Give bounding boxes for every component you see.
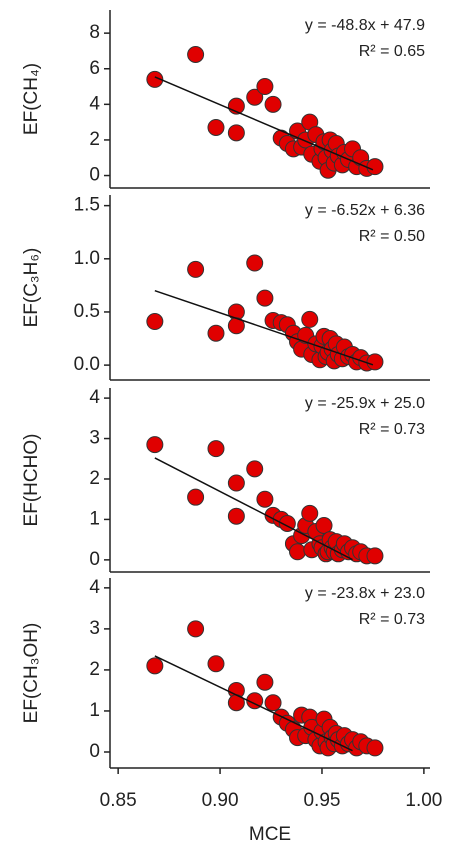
x-tick-label: 0.95	[303, 790, 340, 811]
point	[146, 313, 164, 331]
annotation: R² = 0.65	[359, 43, 425, 60]
y-tick-label: 0	[89, 741, 100, 762]
point	[146, 70, 164, 88]
y-tick-label: 3	[89, 428, 100, 449]
y-tick-label: 0	[89, 549, 100, 570]
point	[207, 118, 225, 136]
y-tick-label: 4	[89, 387, 100, 408]
point	[146, 436, 164, 454]
point	[315, 516, 333, 534]
point	[301, 310, 319, 328]
y-tick-label: 6	[89, 58, 100, 79]
annotation: y = -25.9x + 25.0	[305, 395, 425, 412]
y-tick-label: 4	[89, 577, 100, 598]
y-tick-label: 1.5	[74, 195, 100, 216]
y-tick-label: 2	[89, 129, 100, 150]
x-axis-label: MCE	[249, 824, 291, 845]
fit-line	[154, 457, 353, 561]
y-tick-label: 0	[89, 165, 100, 186]
y-tick-label: 1	[89, 700, 100, 721]
annotation: R² = 0.73	[359, 421, 425, 438]
point	[264, 694, 282, 712]
point	[207, 440, 225, 458]
point	[227, 474, 245, 492]
point	[146, 657, 164, 675]
y-tick-label: 4	[89, 93, 100, 114]
x-tick-label: 0.85	[100, 790, 137, 811]
point	[366, 547, 384, 565]
x-tick-label: 1.00	[405, 790, 442, 811]
annotation: R² = 0.50	[359, 228, 425, 245]
y-tick-label: 2	[89, 659, 100, 680]
fit-line	[154, 76, 374, 171]
point	[256, 673, 274, 691]
y-tick-label: 1.0	[74, 248, 100, 269]
fit-line	[154, 289, 374, 366]
point	[207, 655, 225, 673]
point	[264, 95, 282, 113]
y-axis-label: EF(HCHO)	[21, 434, 42, 527]
point	[187, 46, 205, 63]
point	[289, 543, 307, 561]
point	[207, 324, 225, 342]
y-axis-label: EF(CH₃OH)	[21, 623, 42, 724]
point	[187, 620, 205, 638]
point	[301, 504, 319, 522]
annotation: y = -48.8x + 47.9	[305, 17, 425, 34]
point	[187, 260, 205, 278]
y-tick-label: 0.0	[74, 354, 100, 375]
point	[246, 254, 264, 272]
point	[366, 353, 384, 371]
point	[366, 739, 384, 757]
annotation: y = -23.8x + 23.0	[305, 585, 425, 602]
y-axis-label: EF(CH₄)	[21, 63, 42, 135]
point	[246, 460, 264, 478]
point	[256, 490, 274, 508]
point	[256, 78, 274, 96]
y-tick-label: 1	[89, 508, 100, 529]
y-tick-label: 0.5	[74, 301, 100, 322]
point	[227, 124, 245, 142]
point	[227, 507, 245, 525]
y-tick-label: 8	[89, 22, 100, 43]
fit-line	[154, 655, 353, 752]
y-axis-label: EF(C₃H₆)	[21, 248, 42, 328]
y-tick-label: 2	[89, 468, 100, 489]
point	[246, 88, 264, 106]
annotation: R² = 0.73	[359, 611, 425, 628]
x-tick-label: 0.90	[202, 790, 239, 811]
point	[366, 158, 384, 176]
point	[256, 289, 274, 307]
y-tick-label: 3	[89, 618, 100, 639]
annotation: y = -6.52x + 6.36	[305, 202, 425, 219]
point	[187, 488, 205, 506]
